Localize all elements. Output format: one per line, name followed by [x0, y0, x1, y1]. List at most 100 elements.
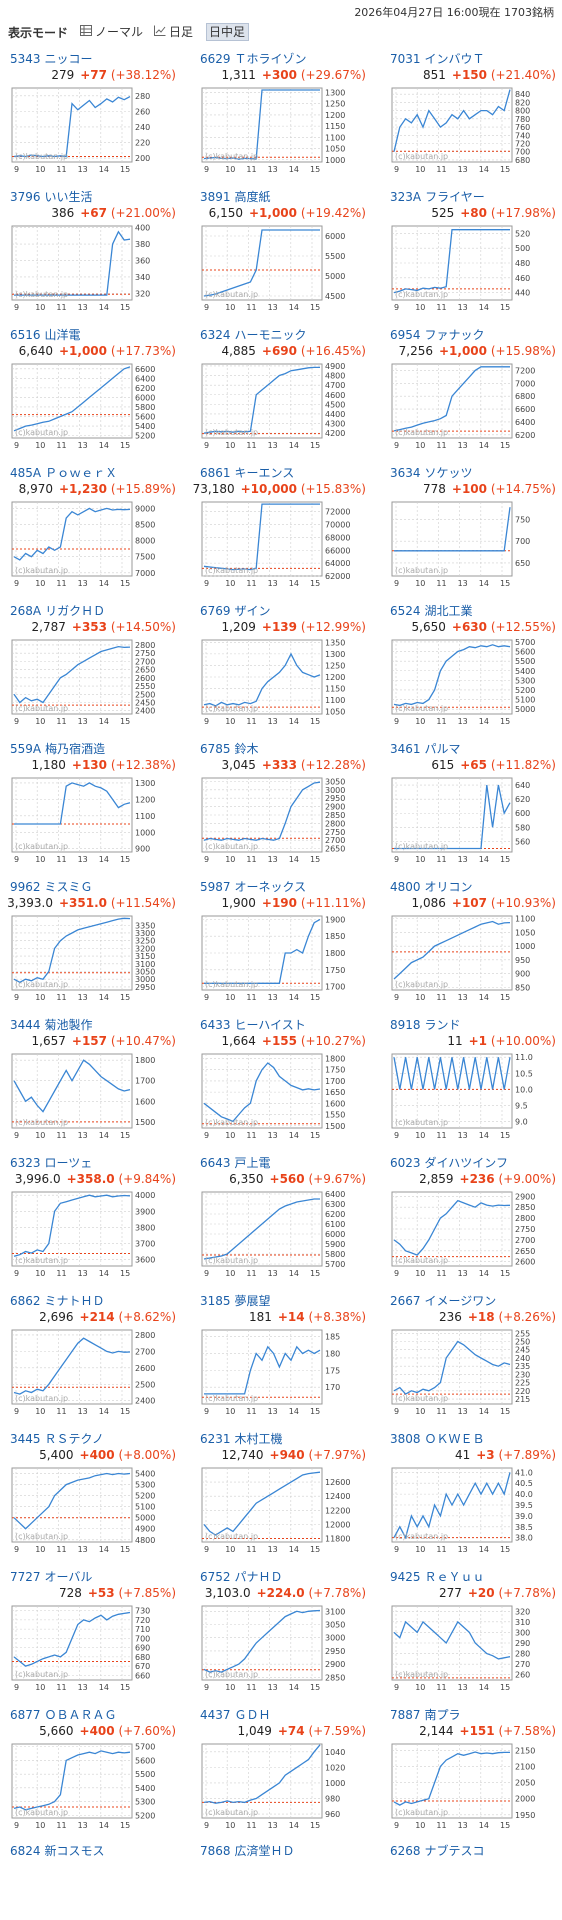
stock-card[interactable]: 3891 高度紙 6,150 +1,000 (+19.42%) 6000 5500 5000… [192, 184, 372, 318]
stock-card[interactable]: 7887 南プラ 2,144 +151 (+7.58%) 2150 2100 2050 200… [382, 1702, 562, 1836]
stock-title[interactable]: 6324 ハーモニック [200, 326, 307, 343]
stock-title[interactable]: 559A 梅乃宿酒造 [10, 740, 105, 757]
mode-normal-option[interactable]: ノーマル [78, 23, 146, 41]
stock-title[interactable]: 6023 ダイハツインフ [390, 1154, 508, 1171]
stock-card[interactable]: 6268 ナブテスコ [382, 1840, 562, 1860]
stock-title[interactable]: 3461 パルマ [390, 740, 461, 757]
stock-title[interactable]: 6824 新コスモス [10, 1842, 105, 1859]
stock-card[interactable]: 6231 木村工機 12,740 +940 (+7.97%) 12600 12400 122… [192, 1426, 372, 1560]
intraday-chart[interactable]: 5700 5600 5500 5400 5300 5200 9 10 11 13 14 15 (c)ka… [10, 1742, 180, 1832]
intraday-chart[interactable]: 5400 5300 5200 5100 5000 4900 4800 9 10 11 13 14 15 (… [10, 1466, 180, 1556]
stock-card[interactable]: 6877 ＯＢＡＲＡＧ 5,660 +400 (+7.60%) 5700 5600 5500… [2, 1702, 182, 1836]
stock-card[interactable]: 485A ＰｏｗｅｒＸ 8,970 +1,230 (+15.89%) 9000 8500 8… [2, 460, 182, 594]
stock-title[interactable]: 6862 ミナトＨＤ [10, 1292, 105, 1309]
stock-card[interactable]: 6023 ダイハツインフ 2,859 +236 (+9.00%) 2900 2850 280… [382, 1150, 562, 1284]
stock-card[interactable]: 3796 いい生活 386 +67 (+21.00%) 400 380 360 340 320 9… [2, 184, 182, 318]
intraday-chart[interactable]: 2800 2700 2600 2500 2400 9 10 11 13 14 15 (c)kabuta… [10, 1328, 180, 1418]
stock-title[interactable]: 6643 戸上電 [200, 1154, 271, 1171]
stock-title[interactable]: 7868 広済堂ＨＤ [200, 1842, 295, 1859]
stock-card[interactable]: 268A リガクＨＤ 2,787 +353 (+14.50%) 2800 2750 2700… [2, 598, 182, 732]
stock-card[interactable]: 6824 新コスモス [2, 1840, 182, 1860]
stock-title[interactable]: 3185 夢展望 [200, 1292, 271, 1309]
stock-title[interactable]: 3634 ソケッツ [390, 464, 473, 481]
stock-title[interactable]: 268A リガクＨＤ [10, 602, 105, 619]
stock-title[interactable]: 6323 ローツェ [10, 1154, 92, 1171]
intraday-chart[interactable]: 1800 1700 1600 1500 9 10 11 13 14 15 (c)kabutan.jp [10, 1052, 180, 1142]
stock-card[interactable]: 6433 ヒーハイスト 1,664 +155 (+10.27%) 1800 1750 170… [192, 1012, 372, 1146]
stock-title[interactable]: 7727 オーバル [10, 1568, 92, 1585]
stock-title[interactable]: 5987 オーネックス [200, 878, 306, 895]
stock-card[interactable]: 6323 ローツェ 3,996.0 +358.0 (+9.84%) 4000 3900 38… [2, 1150, 182, 1284]
stock-card[interactable]: 6629 Ｔホライゾン 1,311 +300 (+29.67%) 1300 1250 120… [192, 46, 372, 180]
intraday-chart[interactable]: 1300 1250 1200 1150 1100 1050 1000 9 10 11 13 14 15 (… [200, 86, 370, 176]
intraday-chart[interactable]: 400 380 360 340 320 9 10 11 13 14 15 (c)kabutan.jp [10, 224, 180, 314]
stock-card[interactable]: 323A フライヤー 525 +80 (+17.98%) 520 500 480 460 440… [382, 184, 562, 318]
intraday-chart[interactable]: 1300 1200 1100 1000 900 9 10 11 13 14 15 (c)kabutan… [10, 776, 180, 866]
intraday-chart[interactable]: 72000 70000 68000 66000 64000 62000 9 10 11 13 14 1… [200, 500, 370, 590]
intraday-chart[interactable]: 2900 2850 2800 2750 2700 2650 2600 9 10 11 13 14 15 (… [390, 1190, 560, 1280]
stock-title[interactable]: 6877 ＯＢＡＲＡＧ [10, 1706, 117, 1723]
stock-card[interactable]: 6643 戸上電 6,350 +560 (+9.67%) 6400 6300 6200 610… [192, 1150, 372, 1284]
stock-title[interactable]: 6954 ファナック [390, 326, 485, 343]
stock-title[interactable]: 6629 Ｔホライゾン [200, 50, 307, 67]
stock-title[interactable]: 3891 高度紙 [200, 188, 271, 205]
stock-title[interactable]: 6268 ナブテスコ [390, 1842, 485, 1859]
stock-card[interactable]: 5343 ニッコー 279 +77 (+38.12%) 280 260 240 220 200 9… [2, 46, 182, 180]
stock-title[interactable]: 9425 ＲｅＹｕｕ [390, 1568, 485, 1585]
intraday-chart[interactable]: 1800 1750 1700 1650 1600 1550 1500 9 10 11 13 14 15 (… [200, 1052, 370, 1142]
stock-card[interactable]: 4437 ＧＤＨ 1,049 +74 (+7.59%) 1040 1020 1000 980 9… [192, 1702, 372, 1836]
intraday-chart[interactable]: 12600 12400 12200 12000 11800 9 10 11 13 14 15 (c)k… [200, 1466, 370, 1556]
intraday-chart[interactable]: 4000 3900 3800 3700 3600 9 10 11 13 14 15 (c)kabuta… [10, 1190, 180, 1280]
stock-card[interactable]: 9962 ミスミＧ 3,393.0 +351.0 (+11.54%) 3350 3300 3… [2, 874, 182, 1008]
stock-card[interactable]: 6861 キーエンス 73,180 +10,000 (+15.83%) 72000 700… [192, 460, 372, 594]
stock-card[interactable]: 3444 菊池製作 1,657 +157 (+10.47%) 1800 1700 1600 1… [2, 1012, 182, 1146]
intraday-chart[interactable]: 1100 1050 1000 950 900 850 9 10 11 13 14 15 (c)kabut… [390, 914, 560, 1004]
stock-title[interactable]: 6231 木村工機 [200, 1430, 283, 1447]
intraday-chart[interactable]: 280 260 240 220 200 9 10 11 13 14 15 (c)kabutan.jp [10, 86, 180, 176]
stock-card[interactable]: 559A 梅乃宿酒造 1,180 +130 (+12.38%) 1300 1200 1100… [2, 736, 182, 870]
mode-daily-option[interactable]: 日足 [152, 23, 196, 41]
intraday-chart[interactable]: 2150 2100 2050 2000 1950 9 10 11 13 14 15 (c)kabuta… [390, 1742, 560, 1832]
mode-intraday-option[interactable]: 日中足 [206, 23, 250, 41]
stock-title[interactable]: 9962 ミスミＧ [10, 878, 93, 895]
intraday-chart[interactable]: 1040 1020 1000 980 960 9 10 11 13 14 15 (c)kabutan.… [200, 1742, 370, 1832]
stock-title[interactable]: 6861 キーエンス [200, 464, 294, 481]
intraday-chart[interactable]: 520 500 480 460 440 9 10 11 13 14 15 (c)kabutan.jp [390, 224, 560, 314]
stock-title[interactable]: 323A フライヤー [390, 188, 485, 205]
stock-card[interactable]: 6752 パナＨＤ 3,103.0 +224.0 (+7.78%) 3100 3050 30… [192, 1564, 372, 1698]
intraday-chart[interactable]: 7200 7000 6800 6600 6400 6200 9 10 11 13 14 15 (c)ka… [390, 362, 560, 452]
stock-title[interactable]: 3808 ＯＫＷＥＢ [390, 1430, 485, 1447]
stock-title[interactable]: 3796 いい生活 [10, 188, 93, 205]
stock-title[interactable]: 6516 山洋電 [10, 326, 81, 343]
stock-title[interactable]: 7031 インバウＴ [390, 50, 485, 67]
stock-card[interactable]: 6524 湖北工業 5,650 +630 (+12.55%) 5700 5600 5500 5… [382, 598, 562, 732]
stock-card[interactable]: 3185 夢展望 181 +14 (+8.38%) 185 180 175 170 9 10 11 1… [192, 1288, 372, 1422]
stock-card[interactable]: 7727 オーバル 728 +53 (+7.85%) 730 720 710 700 690 68… [2, 1564, 182, 1698]
stock-card[interactable]: 6862 ミナトＨＤ 2,696 +214 (+8.62%) 2800 2700 2600 2… [2, 1288, 182, 1422]
stock-title[interactable]: 6433 ヒーハイスト [200, 1016, 306, 1033]
stock-title[interactable]: 6752 パナＨＤ [200, 1568, 283, 1585]
intraday-chart[interactable]: 185 180 175 170 9 10 11 13 14 15 (c)kabutan.jp [200, 1328, 370, 1418]
stock-card[interactable]: 6769 ザイン 1,209 +139 (+12.99%) 1350 1300 1250 12… [192, 598, 372, 732]
stock-title[interactable]: 8918 ランド [390, 1016, 461, 1033]
stock-card[interactable]: 5987 オーネックス 1,900 +190 (+11.11%) 1900 1850 180… [192, 874, 372, 1008]
intraday-chart[interactable]: 1900 1850 1800 1750 1700 9 10 11 13 14 15 (c)kabuta… [200, 914, 370, 1004]
stock-card[interactable]: 6516 山洋電 6,640 +1,000 (+17.73%) 6600 6400 6200… [2, 322, 182, 456]
stock-title[interactable]: 4437 ＧＤＨ [200, 1706, 271, 1723]
stock-card[interactable]: 3461 パルマ 615 +65 (+11.82%) 640 620 600 580 560 9 1… [382, 736, 562, 870]
stock-card[interactable]: 7868 広済堂ＨＤ [192, 1840, 372, 1860]
stock-title[interactable]: 7887 南プラ [390, 1706, 461, 1723]
intraday-chart[interactable]: 750 700 650 9 10 11 13 14 15 (c)kabutan.jp [390, 500, 560, 590]
stock-card[interactable]: 2667 イメージワン 236 +18 (+8.26%) 255 250 245 240 235… [382, 1288, 562, 1422]
intraday-chart[interactable]: 41.0 40.5 40.0 39.5 39.0 38.5 38.0 9 10 11 13 14 15 (… [390, 1466, 560, 1556]
